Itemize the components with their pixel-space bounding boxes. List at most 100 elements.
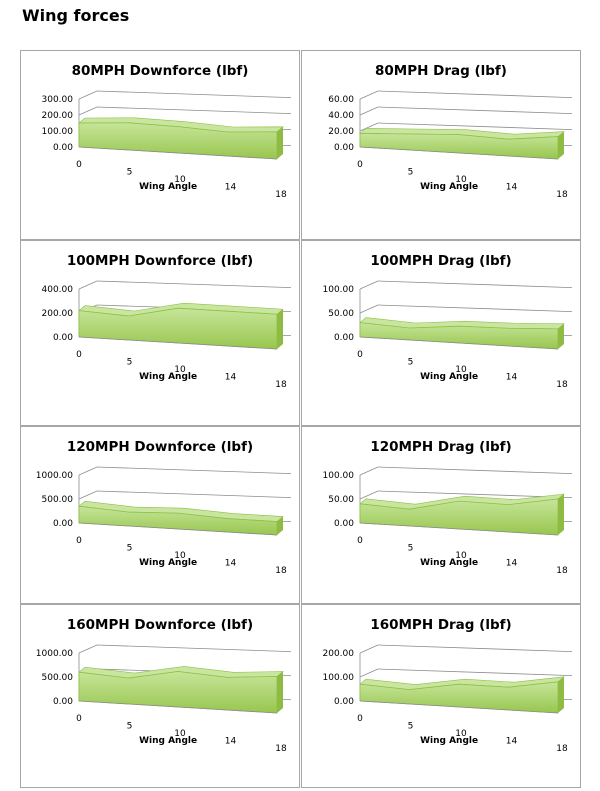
x-axis-line (78, 700, 278, 714)
gridline (377, 106, 573, 114)
x-tick-label: 5 (127, 722, 133, 732)
x-axis-label: Wing Angle (139, 372, 197, 382)
x-axis-label: Wing Angle (420, 558, 478, 568)
area-side (558, 131, 564, 159)
chart-title: 80MPH Downforce (lbf) (72, 63, 249, 79)
y-tick-label: 100.00 (323, 471, 355, 481)
area-side (558, 676, 564, 713)
chart-c100g: 100MPH Drag (lbf) 100.00 50.00 0.00 0 5 10 14 18… (301, 240, 581, 426)
chart-svg: 160MPH Drag (lbf) 200.00 100.00 0.000 5 10 14 1… (323, 617, 573, 754)
gridline-left (78, 90, 98, 100)
x-tick-label: 14 (506, 373, 518, 383)
gridline (377, 466, 573, 474)
x-axis-label: Wing Angle (420, 182, 478, 192)
y-tick-label: 1000.00 (36, 471, 73, 481)
x-tick-label: 18 (556, 744, 568, 754)
x-tick-label: 5 (408, 358, 414, 368)
chart-c160d: 160MPH Downforce (lbf) 1000.00 500.00 0.00 0… (20, 604, 300, 788)
chart-title: 100MPH Downforce (lbf) (67, 253, 253, 269)
chart-c80g: 80MPH Drag (lbf) 60.00 40.00 20.00 0.00 0 5 10 1… (301, 50, 581, 240)
x-tick-label: 0 (76, 714, 82, 724)
x-tick-label: 5 (127, 168, 133, 178)
x-tick-label: 10 (455, 551, 467, 561)
gridline-left (359, 122, 379, 132)
gridline-left (78, 466, 98, 476)
y-tick-label: 0.00 (53, 333, 73, 343)
x-tick-label: 18 (275, 744, 287, 754)
y-tick-label: 500.00 (42, 673, 74, 683)
chart-svg: 160MPH Downforce (lbf) 1000.00 500.00 0.000… (36, 617, 292, 754)
chart-c120g: 120MPH Drag (lbf) 100.00 50.00 0.00 0 5 10 14 18… (301, 426, 581, 604)
chart-svg: 100MPH Downforce (lbf) 400.00 200.00 0.000 5… (42, 253, 292, 390)
gridline (377, 90, 573, 98)
x-tick-label: 10 (174, 365, 186, 375)
y-tick-label: 100.00 (323, 285, 355, 295)
y-tick-label: 300.00 (42, 95, 74, 105)
x-axis-line (359, 522, 559, 536)
x-tick-label: 14 (225, 373, 237, 383)
x-tick-label: 10 (455, 365, 467, 375)
x-tick-label: 5 (408, 722, 414, 732)
y-tick-label: 200.00 (42, 309, 74, 319)
y-tick-label: 200.00 (323, 649, 355, 659)
gridline (377, 644, 573, 652)
y-tick-label: 40.00 (328, 111, 354, 121)
chart-title: 100MPH Drag (lbf) (370, 253, 511, 269)
x-tick-label: 5 (408, 168, 414, 178)
x-tick-label: 14 (506, 737, 518, 747)
area-side (277, 309, 283, 349)
x-tick-label: 0 (357, 350, 363, 360)
area-side (277, 671, 283, 713)
chart-svg: 100MPH Drag (lbf) 100.00 50.00 0.000 5 10 14 18… (323, 253, 573, 390)
x-tick-label: 18 (556, 190, 568, 200)
y-tick-label: 100.00 (42, 127, 74, 137)
chart-title: 160MPH Drag (lbf) (370, 617, 511, 633)
y-tick-label: 1000.00 (36, 649, 73, 659)
x-tick-label: 0 (76, 350, 82, 360)
area-side (277, 516, 283, 535)
page-title: Wing forces (22, 6, 130, 25)
x-tick-label: 14 (225, 737, 237, 747)
area-side (558, 494, 564, 535)
x-tick-label: 10 (174, 551, 186, 561)
gridline-left (78, 106, 98, 116)
gridline (377, 304, 573, 312)
x-tick-label: 0 (76, 536, 82, 546)
x-tick-label: 10 (174, 729, 186, 739)
y-tick-label: 100.00 (323, 673, 355, 683)
chart-svg: 120MPH Downforce (lbf) 1000.00 500.00 0.000… (36, 439, 292, 576)
gridline (377, 668, 573, 676)
gridline-left (359, 466, 379, 476)
y-tick-label: 20.00 (328, 127, 354, 137)
x-axis-line (78, 522, 278, 536)
x-axis-label: Wing Angle (139, 182, 197, 192)
chart-c120d: 120MPH Downforce (lbf) 1000.00 500.00 0.00 0… (20, 426, 300, 604)
gridline-left (78, 490, 98, 500)
x-tick-label: 14 (225, 559, 237, 569)
x-tick-label: 10 (455, 729, 467, 739)
x-axis-label: Wing Angle (139, 736, 197, 746)
y-tick-label: 0.00 (334, 333, 354, 343)
y-tick-label: 500.00 (42, 495, 74, 505)
x-axis-line (359, 336, 559, 350)
chart-svg: 80MPH Downforce (lbf)300.00200.00100.000… (42, 63, 292, 200)
x-axis-label: Wing Angle (139, 558, 197, 568)
gridline (96, 466, 292, 474)
x-tick-label: 18 (275, 380, 287, 390)
x-axis-line (78, 146, 278, 160)
chart-c100d: 100MPH Downforce (lbf) 400.00 200.00 0.00 0 5… (20, 240, 300, 426)
gridline-left (359, 490, 379, 500)
gridline (96, 644, 292, 652)
y-tick-label: 0.00 (53, 519, 73, 529)
chart-title: 120MPH Drag (lbf) (370, 439, 511, 455)
x-tick-label: 14 (225, 183, 237, 193)
x-tick-label: 5 (127, 358, 133, 368)
y-tick-label: 0.00 (334, 697, 354, 707)
x-axis-line (78, 336, 278, 350)
gridline-left (359, 304, 379, 314)
x-tick-label: 10 (174, 175, 186, 185)
chart-title: 120MPH Downforce (lbf) (67, 439, 253, 455)
x-tick-label: 18 (275, 190, 287, 200)
x-tick-label: 18 (556, 566, 568, 576)
gridline-left (359, 644, 379, 654)
